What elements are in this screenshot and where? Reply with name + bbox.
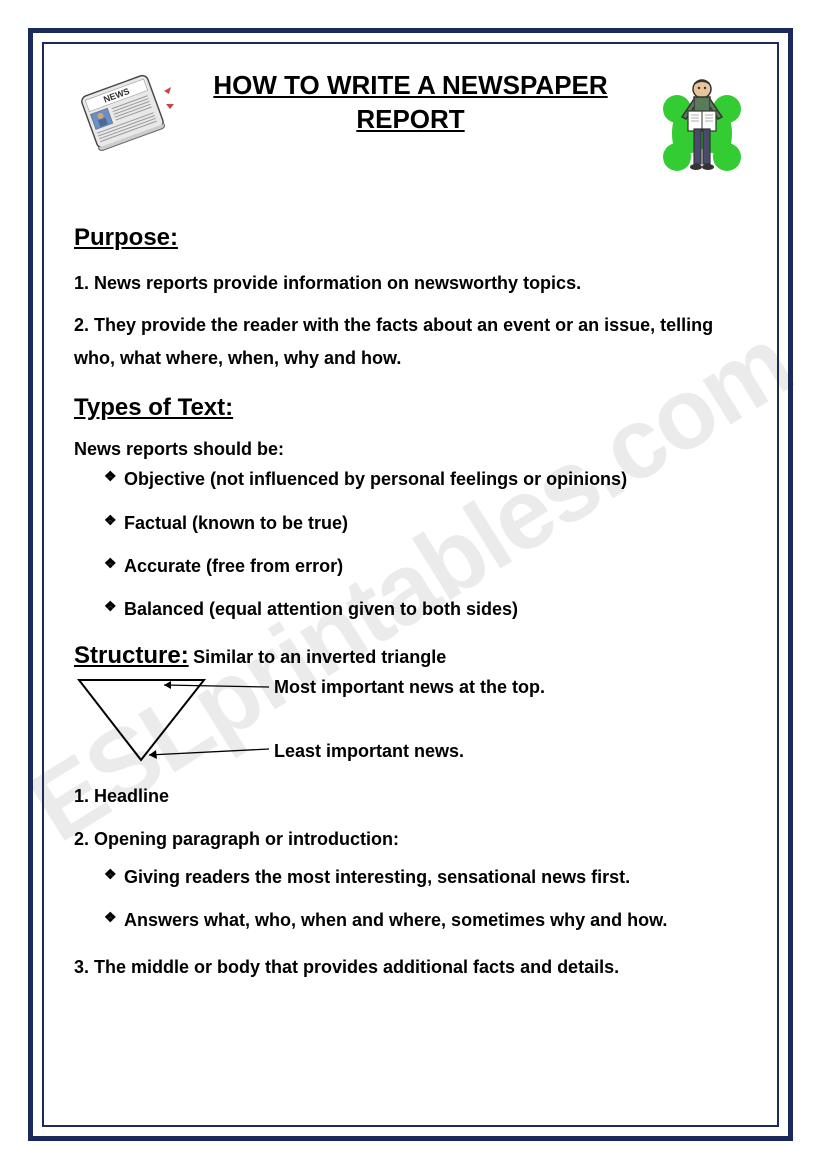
purpose-heading: Purpose: [74,224,747,252]
newspaper-icon: NEWS [69,69,179,169]
inner-border: NEWS HOW TO W [42,42,779,1127]
reader-icon [652,69,752,189]
structure-item-3: 3. The middle or body that provides addi… [74,951,747,983]
content: Purpose: 1. News reports provide informa… [74,224,747,984]
header: NEWS HOW TO W [74,69,747,189]
purpose-item-1: 1. News reports provide information on n… [74,267,747,299]
types-heading: Types of Text: [74,394,747,422]
purpose-item-2: 2. They provide the reader with the fact… [74,309,747,374]
structure-item-1: 1. Headline [74,780,747,812]
structure-bullet-1: Giving readers the most interesting, sen… [104,865,747,890]
structure-bullet-2: Answers what, who, when and where, somet… [104,908,747,933]
triangle-label-top: Most important news at the top. [274,677,545,698]
triangle-label-bottom: Least important news. [274,741,464,762]
types-bullet-3: Accurate (free from error) [104,554,747,579]
structure-heading: Structure: [74,642,189,669]
triangle-diagram: Most important news at the top. Least im… [74,675,747,770]
structure-sub-bullets: Giving readers the most interesting, sen… [104,865,747,933]
types-bullet-1: Objective (not influenced by personal fe… [104,467,747,492]
types-intro: News reports should be: [74,437,747,462]
structure-heading-row: Structure: Similar to an inverted triang… [74,642,747,670]
types-bullets: Objective (not influenced by personal fe… [104,467,747,622]
structure-intro: Similar to an inverted triangle [193,647,446,667]
types-bullet-4: Balanced (equal attention given to both … [104,597,747,622]
types-bullet-2: Factual (known to be true) [104,511,747,536]
structure-item-2: 2. Opening paragraph or introduction: [74,823,747,855]
